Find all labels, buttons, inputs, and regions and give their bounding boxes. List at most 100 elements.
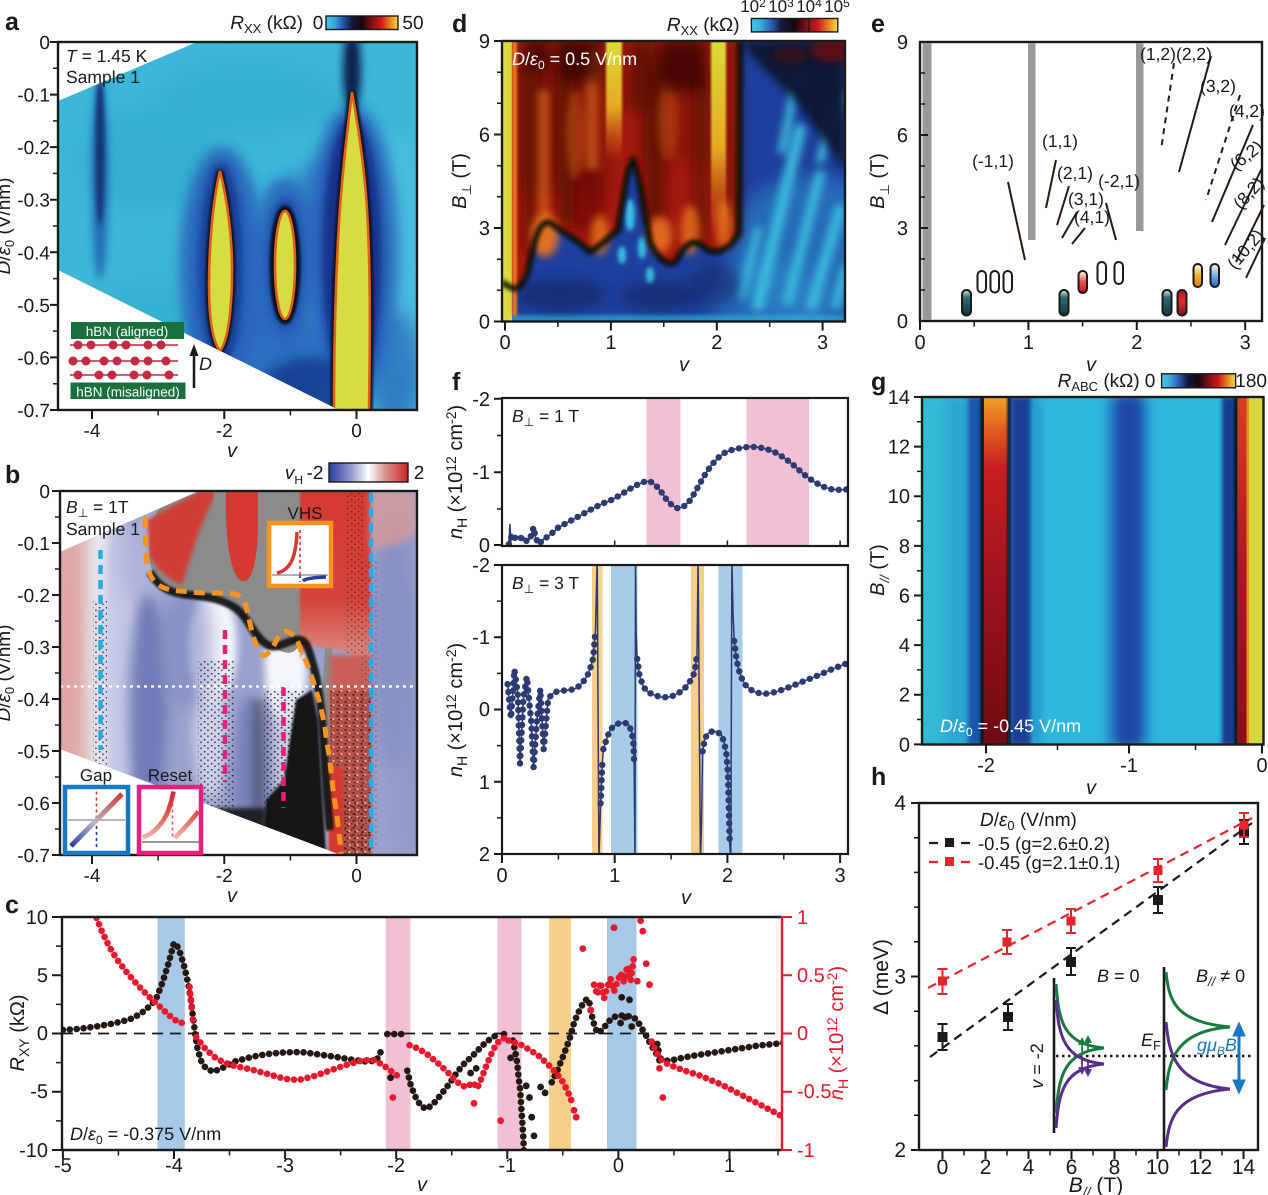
svg-text:v: v	[1086, 354, 1097, 376]
svg-text:0: 0	[479, 312, 490, 334]
svg-text:3: 3	[479, 218, 490, 240]
svg-text:10: 10	[1146, 1156, 1169, 1179]
svg-text:-2: -2	[472, 389, 490, 411]
svg-text:8: 8	[1109, 1156, 1121, 1179]
svg-text:-0.2: -0.2	[17, 138, 50, 159]
svg-text:D: D	[199, 354, 212, 374]
svg-text:6: 6	[897, 125, 908, 147]
svg-text:vH: vH	[285, 463, 303, 487]
svg-text:RXY (kΩ): RXY (kΩ)	[7, 995, 32, 1072]
svg-text:4: 4	[1023, 1156, 1035, 1179]
svg-text:c: c	[5, 891, 19, 919]
svg-text:(4,1): (4,1)	[1074, 207, 1110, 227]
svg-text:4: 4	[899, 635, 910, 657]
svg-text:v: v	[681, 887, 692, 909]
svg-text:0: 0	[351, 866, 362, 887]
svg-text:0.5: 0.5	[797, 965, 825, 987]
svg-text:2: 2	[414, 463, 425, 484]
svg-text:4: 4	[894, 792, 906, 815]
svg-text:-0.3: -0.3	[17, 191, 50, 212]
svg-text:-0.6: -0.6	[17, 794, 50, 815]
svg-text:0: 0	[1256, 755, 1267, 777]
svg-text:103: 103	[768, 0, 794, 16]
svg-text:3: 3	[897, 218, 908, 240]
svg-text:6: 6	[479, 125, 490, 147]
svg-text:-2: -2	[387, 1155, 405, 1177]
svg-text:(2,2): (2,2)	[1176, 44, 1212, 64]
svg-text:2: 2	[722, 865, 733, 887]
svg-text:-5: -5	[30, 1081, 48, 1103]
svg-text:0: 0	[351, 421, 362, 442]
svg-text:3: 3	[817, 332, 828, 354]
svg-text:2: 2	[894, 1139, 906, 1162]
svg-text:D/ε0 = 0.5 V/nm: D/ε0 = 0.5 V/nm	[512, 49, 637, 72]
svg-text:9: 9	[897, 32, 908, 54]
svg-text:0: 0	[914, 332, 925, 354]
svg-text:RXX (kΩ): RXX (kΩ)	[667, 15, 740, 38]
svg-text:B// (T): B// (T)	[867, 544, 892, 596]
svg-text:Δ (meV): Δ (meV)	[870, 939, 893, 1015]
svg-text:-1: -1	[472, 627, 490, 649]
svg-text:B⊥ = 1T: B⊥ = 1T	[66, 497, 129, 520]
svg-text:5: 5	[37, 965, 48, 987]
svg-text:2: 2	[479, 844, 490, 866]
svg-text:-0.5 (g=2.6±0.2): -0.5 (g=2.6±0.2)	[978, 833, 1110, 854]
svg-text:B⊥ = 1 T: B⊥ = 1 T	[512, 406, 579, 429]
svg-text:-0.7: -0.7	[17, 846, 50, 867]
svg-text:2: 2	[899, 685, 910, 707]
svg-text:D/ε0 (V/nm): D/ε0 (V/nm)	[980, 810, 1077, 833]
svg-text:9: 9	[479, 31, 490, 53]
svg-text:2: 2	[980, 1156, 992, 1179]
svg-text:2: 2	[711, 332, 722, 354]
svg-text:-5: -5	[54, 1155, 72, 1177]
svg-text:-2: -2	[216, 421, 233, 442]
svg-text:10: 10	[26, 907, 48, 929]
svg-text:-10: -10	[19, 1140, 48, 1162]
svg-text:-0.6: -0.6	[17, 348, 50, 369]
svg-text:(-2,1): (-2,1)	[1098, 171, 1140, 191]
svg-text:105: 105	[824, 0, 850, 16]
svg-text:6: 6	[899, 586, 910, 608]
svg-text:12: 12	[1189, 1156, 1212, 1179]
svg-text:1: 1	[605, 332, 616, 354]
svg-text:3: 3	[1240, 332, 1251, 354]
svg-text:v: v	[227, 440, 238, 462]
svg-text:v: v	[417, 1174, 428, 1195]
svg-text:D/ε0 (V/nm): D/ε0 (V/nm)	[0, 178, 17, 275]
svg-text:EF: EF	[1141, 1030, 1161, 1053]
svg-text:6: 6	[1066, 1156, 1078, 1179]
svg-text:0: 0	[937, 1156, 949, 1179]
svg-text:Gap: Gap	[80, 766, 112, 785]
svg-text:12: 12	[888, 437, 910, 459]
svg-text:nH (×1012 cm-2): nH (×1012 cm-2)	[443, 643, 470, 777]
svg-text:RABC (kΩ): RABC (kΩ)	[1058, 371, 1140, 394]
svg-text:v = -2: v = -2	[1027, 1043, 1047, 1089]
svg-text:Sample 1: Sample 1	[66, 519, 140, 539]
svg-text:hBN (misaligned): hBN (misaligned)	[76, 385, 180, 400]
svg-text:-2: -2	[977, 755, 995, 777]
svg-text:3: 3	[894, 966, 906, 989]
svg-text:1: 1	[609, 865, 620, 887]
svg-text:-0.5: -0.5	[797, 1081, 831, 1103]
svg-text:v: v	[227, 885, 238, 907]
svg-text:B⊥ (T): B⊥ (T)	[449, 153, 474, 209]
svg-text:104: 104	[796, 0, 822, 16]
svg-text:0: 0	[613, 1155, 624, 1177]
svg-text:-0.7: -0.7	[17, 401, 50, 422]
svg-text:g: g	[871, 368, 886, 396]
svg-text:-3: -3	[276, 1155, 294, 1177]
svg-text:1: 1	[479, 772, 490, 794]
svg-text:-2: -2	[216, 866, 233, 887]
svg-text:nH (×1012 cm-2): nH (×1012 cm-2)	[824, 966, 851, 1100]
svg-text:(1,1): (1,1)	[1042, 131, 1078, 151]
svg-text:-0.5: -0.5	[17, 742, 50, 763]
svg-text:1: 1	[724, 1155, 735, 1177]
svg-text:-2: -2	[472, 555, 490, 577]
svg-text:B = 0: B = 0	[1097, 966, 1140, 986]
svg-text:14: 14	[1232, 1156, 1256, 1179]
svg-text:-1: -1	[797, 1140, 815, 1162]
svg-text:0: 0	[313, 13, 324, 34]
svg-text:-0.45 (g=2.1±0.1): -0.45 (g=2.1±0.1)	[978, 852, 1120, 873]
svg-text:D/ε0 (V/nm): D/ε0 (V/nm)	[0, 625, 17, 722]
svg-text:0: 0	[496, 865, 507, 887]
